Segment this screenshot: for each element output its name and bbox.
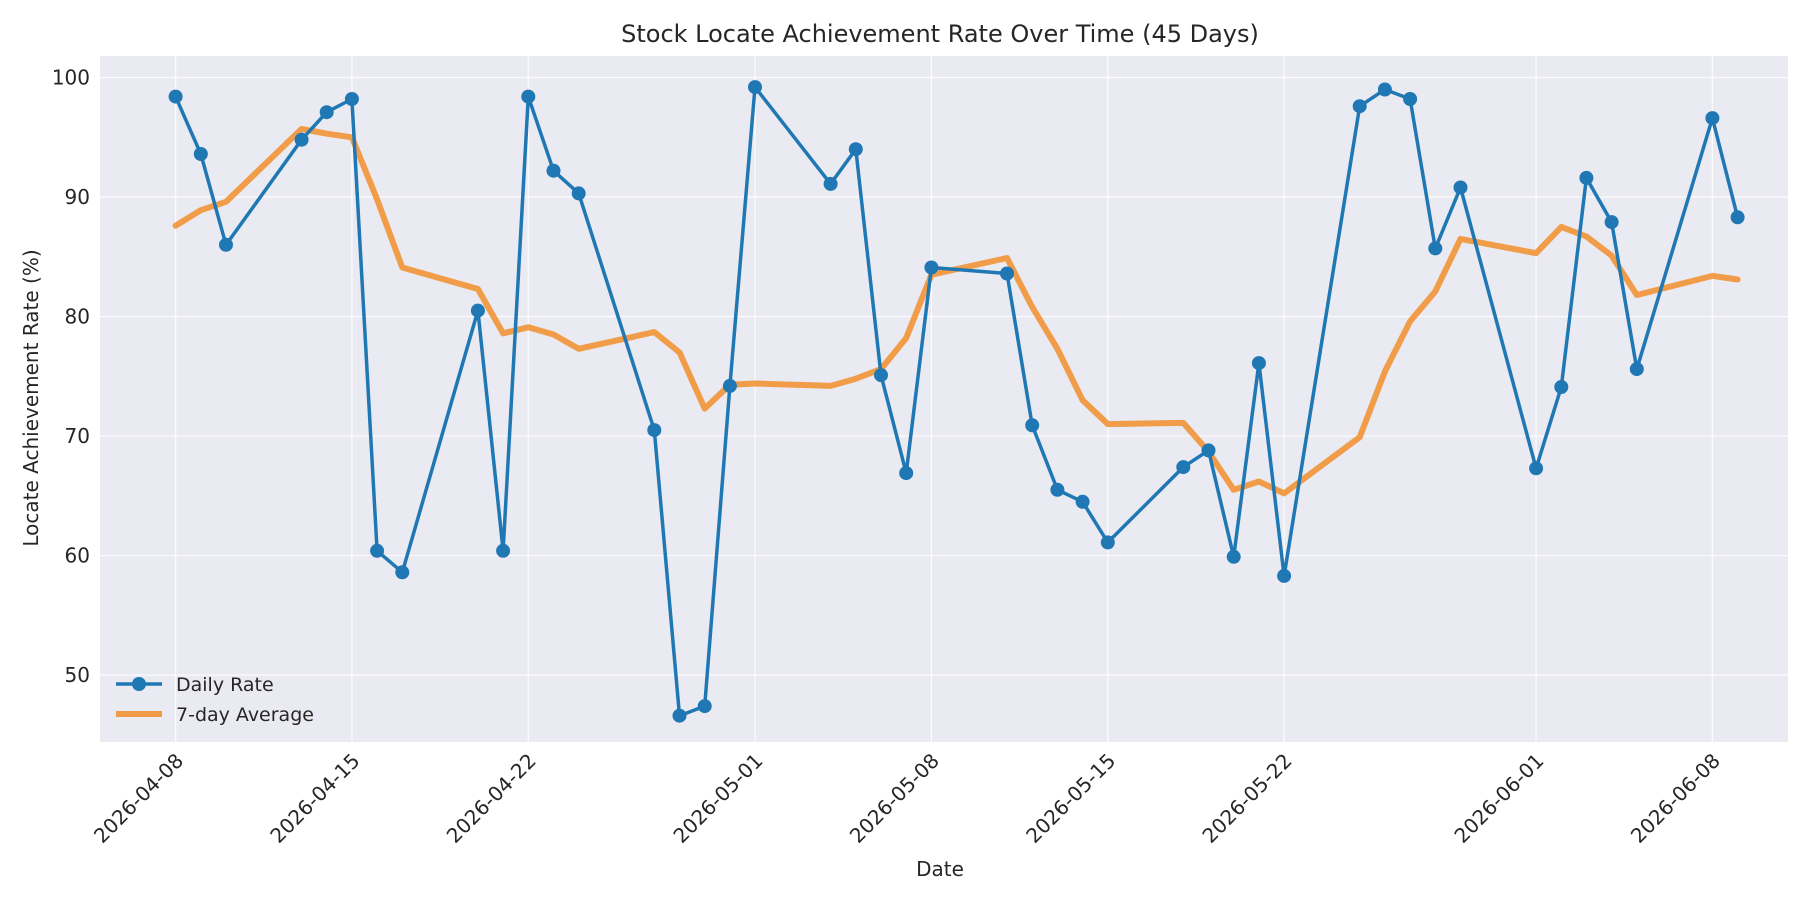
legend-avg-label: 7-day Average bbox=[176, 704, 314, 726]
daily-rate-point bbox=[1529, 461, 1544, 476]
daily-rate-point bbox=[1050, 482, 1065, 497]
y-tick-label: 70 bbox=[65, 424, 90, 448]
daily-rate-point bbox=[1251, 356, 1266, 371]
daily-rate-point bbox=[370, 543, 385, 558]
daily-rate-point bbox=[1629, 362, 1644, 377]
plot-area bbox=[100, 56, 1788, 742]
daily-rate-point bbox=[1176, 460, 1191, 475]
daily-rate-point bbox=[395, 565, 410, 580]
daily-rate-point bbox=[1604, 215, 1619, 230]
daily-rate-point bbox=[1730, 210, 1745, 225]
y-axis-ticks: 50 60 70 80 90 100 bbox=[52, 66, 90, 688]
daily-rate-point bbox=[294, 132, 309, 147]
daily-rate-point bbox=[546, 163, 561, 178]
daily-rate-point bbox=[1403, 92, 1418, 106]
daily-rate-point bbox=[1025, 418, 1040, 433]
y-tick-label: 60 bbox=[65, 544, 90, 568]
daily-rate-point bbox=[1453, 180, 1468, 195]
daily-rate-point bbox=[470, 303, 485, 318]
y-tick-label: 50 bbox=[65, 663, 90, 687]
daily-rate-point bbox=[874, 368, 888, 383]
daily-rate-point bbox=[722, 378, 737, 393]
daily-rate-point bbox=[647, 423, 662, 438]
daily-rate-point bbox=[496, 543, 511, 558]
chart-title: Stock Locate Achievement Rate Over Time … bbox=[621, 20, 1259, 48]
daily-rate-point bbox=[1100, 535, 1115, 550]
daily-rate-point bbox=[1226, 549, 1241, 564]
daily-rate-point bbox=[521, 89, 536, 104]
daily-rate-point bbox=[319, 105, 334, 120]
daily-rate-point bbox=[193, 147, 208, 161]
daily-rate-point bbox=[1277, 568, 1292, 583]
x-axis-title: Date bbox=[916, 857, 964, 881]
daily-rate-point bbox=[899, 466, 914, 481]
daily-rate-point bbox=[848, 142, 863, 157]
daily-rate-point bbox=[1000, 266, 1014, 281]
y-tick-label: 80 bbox=[65, 305, 90, 329]
daily-rate-point bbox=[924, 260, 939, 275]
daily-rate-point bbox=[1579, 170, 1594, 185]
legend-daily-marker bbox=[132, 677, 146, 691]
y-tick-label: 100 bbox=[52, 66, 90, 90]
daily-rate-point bbox=[748, 80, 762, 95]
legend-daily-label: Daily Rate bbox=[176, 674, 274, 696]
legend: Daily Rate 7-day Average bbox=[116, 674, 314, 726]
daily-rate-point bbox=[1428, 241, 1443, 256]
daily-rate-point bbox=[1377, 82, 1392, 97]
daily-rate-point bbox=[1201, 443, 1216, 458]
grid-lines bbox=[100, 56, 1788, 742]
y-axis-title: Locate Achievement Rate (%) bbox=[19, 249, 43, 546]
daily-rate-point bbox=[219, 237, 233, 252]
series-daily-rate bbox=[168, 80, 1745, 723]
daily-rate-point bbox=[571, 186, 586, 201]
daily-rate-point bbox=[344, 92, 359, 106]
daily-rate-point bbox=[823, 176, 838, 191]
daily-rate-point bbox=[1352, 99, 1367, 114]
daily-rate-point bbox=[1075, 494, 1090, 509]
daily-rate-point bbox=[672, 708, 687, 723]
y-tick-label: 90 bbox=[65, 185, 90, 209]
daily-rate-point bbox=[1705, 111, 1720, 126]
daily-rate-point bbox=[1554, 380, 1569, 394]
daily-rate-point bbox=[168, 89, 183, 104]
daily-rate-point bbox=[697, 699, 712, 714]
